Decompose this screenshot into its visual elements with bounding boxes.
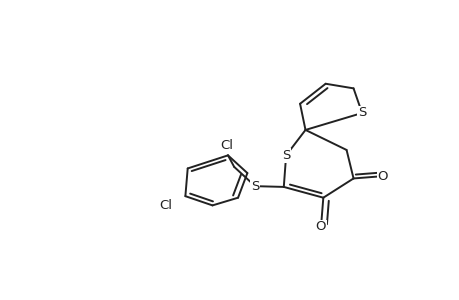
Text: Cl: Cl — [159, 199, 172, 212]
Text: Cl: Cl — [219, 139, 232, 152]
Text: S: S — [357, 106, 365, 119]
Text: O: O — [315, 220, 325, 233]
Text: S: S — [251, 180, 259, 193]
Text: S: S — [281, 149, 290, 162]
Text: O: O — [377, 169, 387, 183]
